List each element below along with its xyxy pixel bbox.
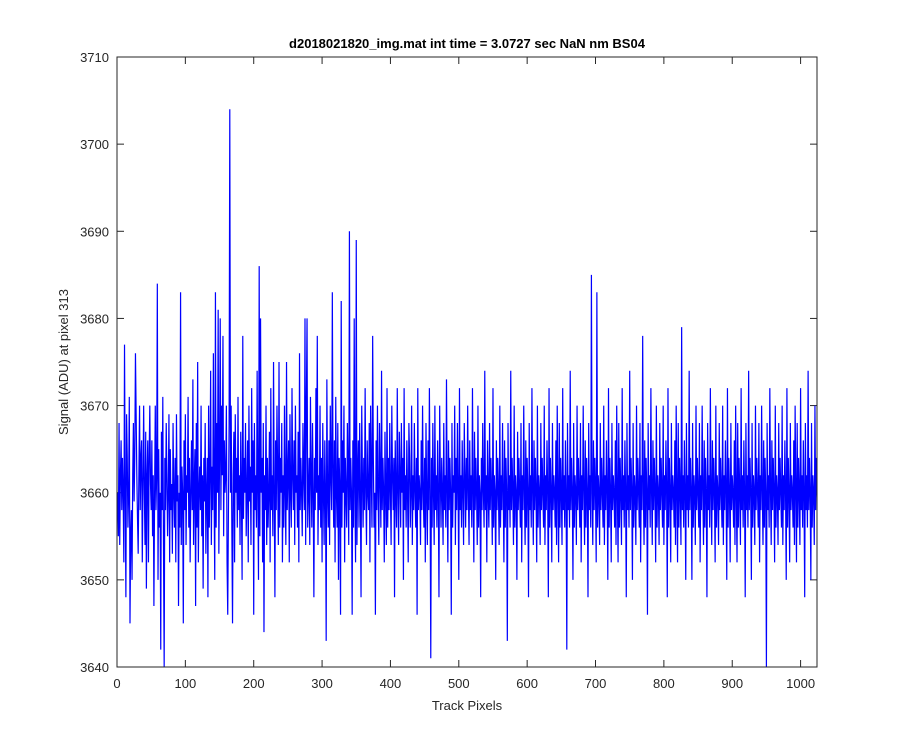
x-axis-label: Track Pixels	[432, 698, 503, 713]
y-tick-label: 3680	[80, 311, 109, 326]
y-tick-label: 3670	[80, 399, 109, 414]
series-line-0	[117, 109, 817, 667]
x-tick-label: 800	[653, 676, 675, 691]
x-tick-label: 900	[721, 676, 743, 691]
y-tick-label: 3710	[80, 50, 109, 65]
y-tick-label: 3700	[80, 137, 109, 152]
series-layer	[117, 109, 817, 667]
x-tick-label: 500	[448, 676, 470, 691]
x-tick-label: 700	[585, 676, 607, 691]
tick-labels: 0 100 200 300 400 500 600 700 800 900 1000 3640 3650…	[80, 50, 815, 691]
x-tick-label: 600	[516, 676, 538, 691]
x-tick-label: 300	[311, 676, 333, 691]
y-tick-label: 3690	[80, 224, 109, 239]
chart-title: d2018021820_img.mat int time = 3.0727 se…	[289, 36, 646, 51]
x-tick-label: 100	[175, 676, 197, 691]
x-tick-label: 0	[113, 676, 120, 691]
x-tick-label: 1000	[786, 676, 815, 691]
plot-background	[117, 57, 817, 667]
x-tick-label: 400	[380, 676, 402, 691]
y-axis-label: Signal (ADU) at pixel 313	[56, 289, 71, 435]
x-tick-label: 200	[243, 676, 265, 691]
y-tick-label: 3640	[80, 660, 109, 675]
y-tick-label: 3650	[80, 573, 109, 588]
plot-frame	[116, 56, 818, 668]
y-tick-label: 3660	[80, 486, 109, 501]
